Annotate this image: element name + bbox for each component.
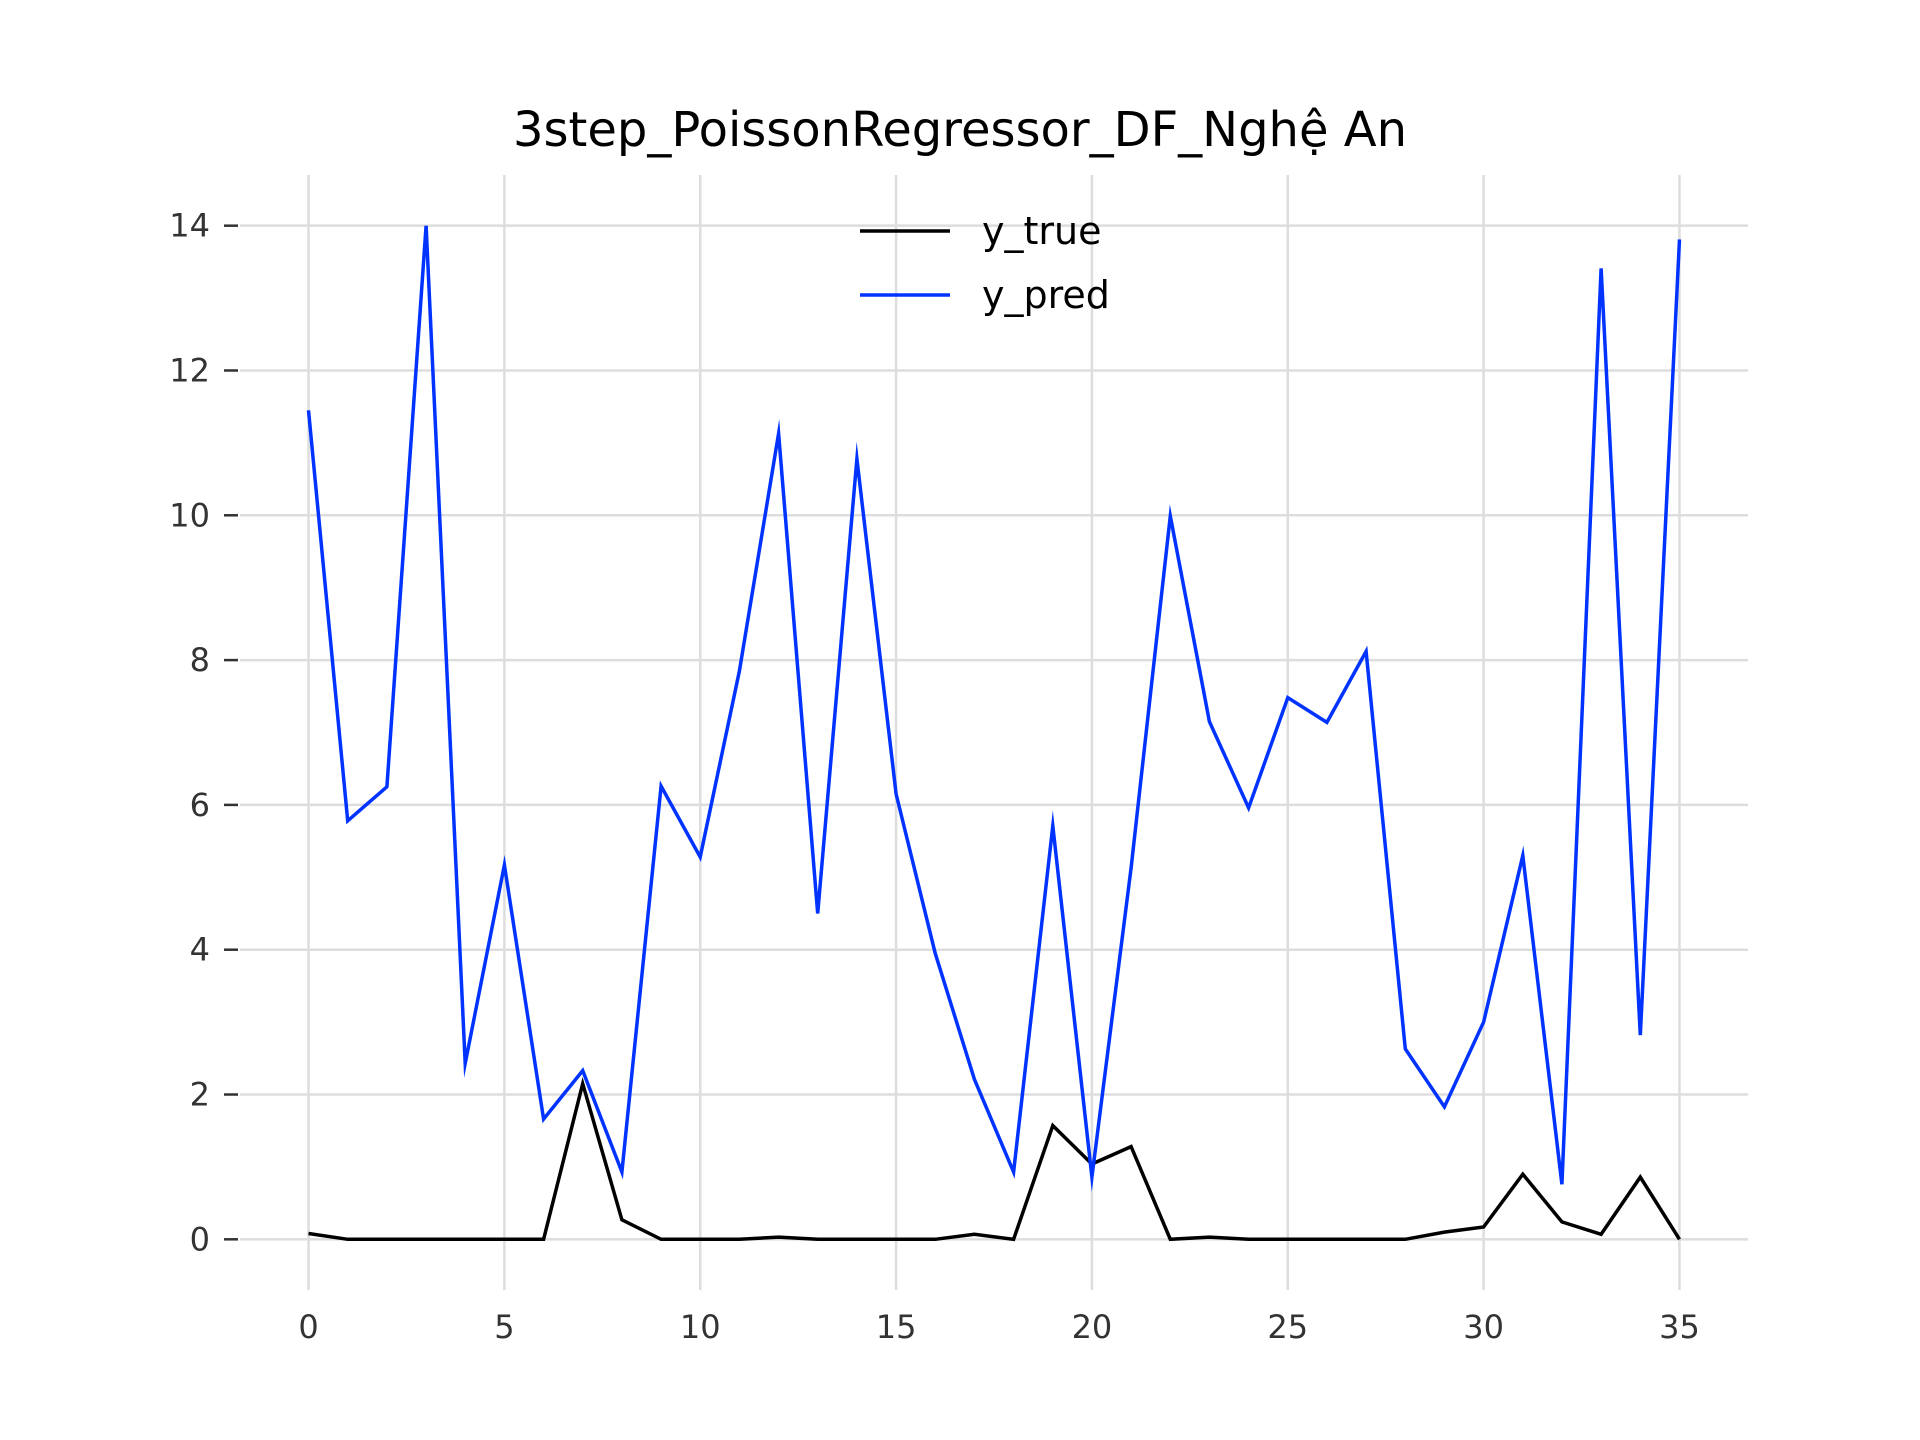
x-tick-label: 5 (494, 1308, 514, 1346)
x-tick-label: 0 (298, 1308, 318, 1346)
chart-title: 3step_PoissonRegressor_DF_Nghệ An (513, 102, 1407, 158)
y-tick-label: 12 (169, 351, 210, 389)
x-tick-label: 15 (876, 1308, 917, 1346)
legend-label: y_pred (982, 273, 1110, 317)
y-tick-label: 8 (190, 641, 210, 679)
x-tick-label: 20 (1072, 1308, 1113, 1346)
legend: y_true y_pred (860, 209, 1110, 317)
legend-label: y_true (982, 209, 1101, 253)
y-tick-label: 10 (169, 496, 210, 534)
grid (240, 175, 1748, 1290)
x-tick-label: 25 (1267, 1308, 1308, 1346)
series-lines (306, 225, 1682, 1242)
y-tick-label: 6 (190, 786, 210, 824)
y-tick-label: 0 (190, 1220, 210, 1258)
x-tick-label: 10 (680, 1308, 721, 1346)
axis-ticks: 0 5 10 15 20 25 30 35 0 2 4 6 8 10 12 14 (169, 207, 1700, 1346)
x-tick-label: 30 (1463, 1308, 1504, 1346)
y-tick-label: 2 (190, 1076, 210, 1114)
series-line-y-pred (306, 225, 1682, 1192)
series-line-y-true (308, 1076, 1681, 1242)
y-tick-label: 14 (169, 207, 210, 245)
x-tick-label: 35 (1659, 1308, 1700, 1346)
y-tick-label: 4 (190, 931, 210, 969)
